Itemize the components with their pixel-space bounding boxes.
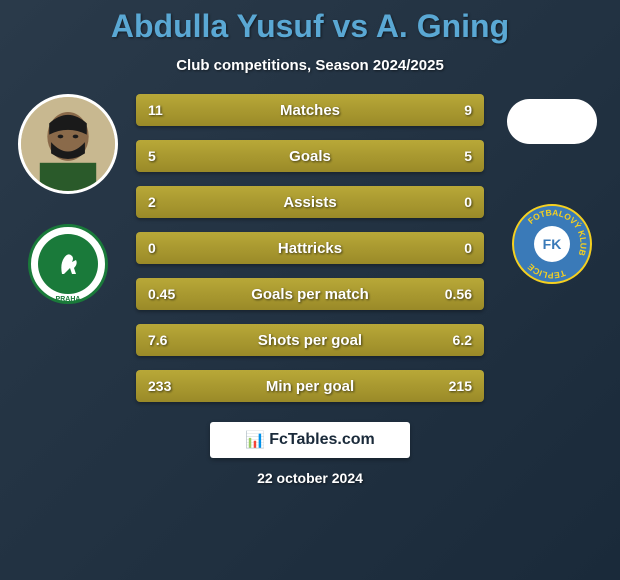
player1-name: Abdulla Yusuf <box>111 8 324 44</box>
stat-right-value: 6.2 <box>453 332 472 348</box>
page-title: Abdulla Yusuf vs A. Gning <box>0 0 620 45</box>
stat-row-goals: 5 Goals 5 <box>136 140 484 172</box>
stat-right-value: 5 <box>464 148 472 164</box>
chart-icon: 📊 <box>245 430 265 450</box>
stat-row-spg: 7.6 Shots per goal 6.2 <box>136 324 484 356</box>
player2-name: A. Gning <box>376 8 509 44</box>
kangaroo-icon <box>38 234 98 294</box>
footer-logo[interactable]: 📊 FcTables.com <box>210 422 410 458</box>
player2-photo-blank <box>507 99 597 144</box>
svg-text:TEPLICE: TEPLICE <box>525 262 567 281</box>
stat-right-value: 0 <box>464 194 472 210</box>
club2-badge: FK FOTBALOVÝ KLUB TEPLICE <box>512 204 592 284</box>
footer-date: 22 october 2024 <box>0 470 620 486</box>
right-column: FK FOTBALOVÝ KLUB TEPLICE <box>492 94 612 402</box>
stat-left-value: 7.6 <box>148 332 167 348</box>
stat-right-value: 0 <box>464 240 472 256</box>
stat-row-assists: 2 Assists 0 <box>136 186 484 218</box>
stat-label: Assists <box>283 194 336 211</box>
stat-label: Min per goal <box>266 378 354 395</box>
club1-name: PRAHA <box>56 296 81 303</box>
stat-row-gpm: 0.45 Goals per match 0.56 <box>136 278 484 310</box>
stat-label: Matches <box>280 102 340 119</box>
stat-left-value: 5 <box>148 148 156 164</box>
stat-right-value: 9 <box>464 102 472 118</box>
stat-row-hattricks: 0 Hattricks 0 <box>136 232 484 264</box>
stat-label: Shots per goal <box>258 332 362 349</box>
stat-right-value: 215 <box>449 378 472 394</box>
stat-row-matches: 11 Matches 9 <box>136 94 484 126</box>
club1-badge: PRAHA <box>28 224 108 304</box>
stat-row-mpg: 233 Min per goal 215 <box>136 370 484 402</box>
stat-left-value: 0 <box>148 240 156 256</box>
stat-left-value: 2 <box>148 194 156 210</box>
stat-left-value: 0.45 <box>148 286 175 302</box>
stat-left-value: 11 <box>148 102 163 118</box>
stat-label: Goals per match <box>251 286 369 303</box>
stat-label: Hattricks <box>278 240 342 257</box>
club2-inner: FK <box>534 226 570 262</box>
stat-left-value: 233 <box>148 378 171 394</box>
subtitle: Club competitions, Season 2024/2025 <box>0 57 620 74</box>
stats-column: 11 Matches 9 5 Goals 5 2 Assists 0 0 Hat… <box>128 94 492 402</box>
player1-photo <box>18 94 118 194</box>
stat-label: Goals <box>289 148 331 165</box>
content-area: PRAHA 11 Matches 9 5 Goals 5 2 Assists 0… <box>0 94 620 402</box>
stat-right-value: 0.56 <box>445 286 472 302</box>
left-column: PRAHA <box>8 94 128 402</box>
vs-text: vs <box>333 8 369 44</box>
footer-logo-text: FcTables.com <box>269 431 375 449</box>
